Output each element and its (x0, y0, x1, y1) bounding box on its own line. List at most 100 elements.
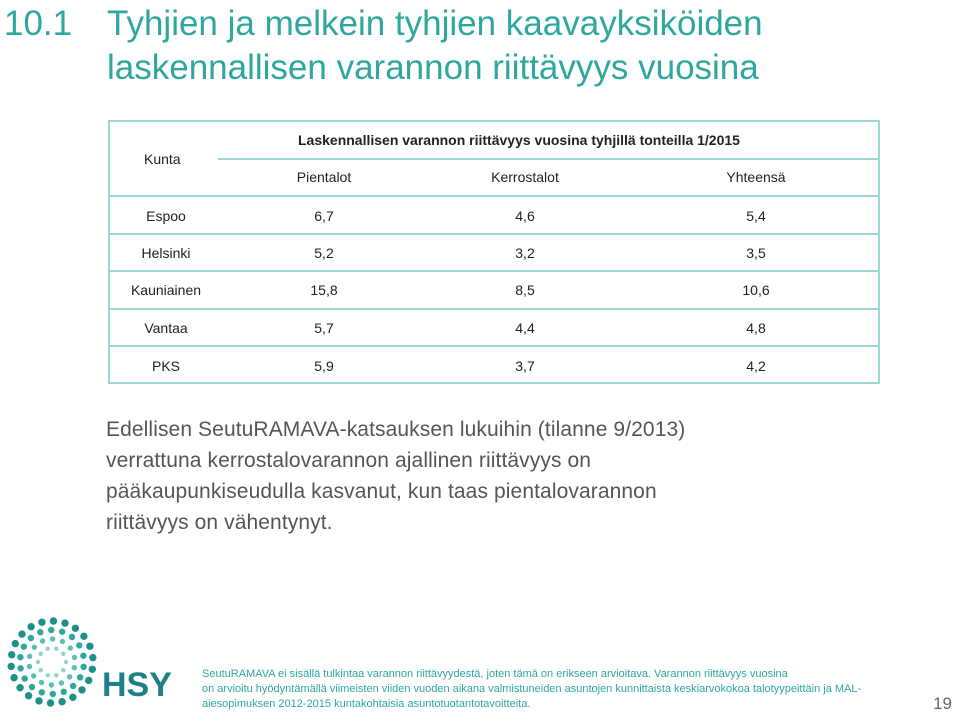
logo-dot (16, 684, 24, 692)
logo-dot (76, 674, 84, 681)
logo-dot (71, 665, 78, 671)
logo-dot (17, 665, 24, 672)
logo-dot (63, 659, 69, 665)
logo-dot (49, 636, 56, 642)
logo-dot (31, 673, 37, 679)
logo-dot (8, 651, 16, 659)
logo-dot (69, 682, 77, 690)
paragraph-line: pääkaupunkiseudulla kasvanut, kun taas p… (106, 480, 657, 503)
row-value: 5,9 (314, 358, 334, 374)
logo-dot (38, 668, 43, 673)
logo-dot (78, 686, 86, 694)
logo-dot (26, 663, 33, 670)
row-kunta: Espoo (146, 208, 186, 224)
section-number: 10.1 (4, 4, 73, 43)
logo-dot (80, 652, 87, 659)
logo-dot (45, 646, 50, 651)
logo-dot (27, 634, 35, 642)
title-line-1: Tyhjien ja melkein tyhjien kaavayksiköid… (107, 4, 763, 43)
logo-dot (46, 699, 55, 707)
logo-dot (38, 689, 45, 696)
paragraph-line: verrattuna kerrostalovarannon ajallinen … (106, 449, 592, 472)
logo-dot (31, 644, 38, 650)
logo-dot (61, 619, 69, 627)
row-value: 4,6 (515, 208, 535, 224)
logo-dot (59, 628, 66, 635)
logo-dot (45, 673, 50, 678)
logo-dot (17, 654, 24, 661)
column-header-yhteensa: Yhteensä (726, 169, 786, 185)
row-value: 5,4 (746, 208, 766, 224)
logo-dot (28, 683, 36, 691)
row-value: 10,6 (742, 282, 770, 298)
row-value: 15,8 (310, 282, 338, 298)
logo-dot (71, 624, 80, 632)
kunta-header: Kunta (144, 151, 181, 167)
logo-dot (58, 680, 65, 686)
row-value: 8,5 (515, 282, 535, 298)
row-kunta: Vantaa (144, 320, 188, 336)
logo-dot (80, 632, 88, 640)
logo-dot (71, 654, 78, 661)
row-value: 3,2 (515, 245, 535, 261)
logo-dot (66, 674, 73, 680)
logo-dot (89, 653, 97, 662)
logo-dot (85, 676, 93, 685)
logo-dot (37, 629, 44, 636)
row-divider (110, 195, 880, 197)
summary-paragraph: Edellisen SeutuRAMAVA-katsauksen lukuihi… (106, 414, 846, 538)
footer-line: SeutuRAMAVA ei sisällä tulkintaa varanno… (202, 668, 788, 680)
row-divider (110, 345, 880, 347)
logo-dot (60, 688, 67, 695)
logo-dot (35, 659, 41, 665)
logo-dot (7, 662, 15, 671)
header-divider (218, 158, 880, 160)
logo-dot (61, 651, 66, 656)
logo-dot (10, 674, 18, 682)
row-value: 5,2 (314, 245, 334, 261)
table-main-header: Laskennallisen varannon riittävyys vuosi… (298, 132, 740, 148)
logo-dot (54, 673, 59, 678)
footer-line: on arvioitu hyödyntämällä viimeisten vii… (202, 683, 862, 695)
logo-dot (20, 643, 28, 650)
row-value: 4,8 (746, 320, 766, 336)
row-kunta: PKS (151, 358, 180, 374)
logo-dot (67, 645, 73, 651)
logo-dot (58, 698, 66, 706)
logo-dot (54, 646, 59, 651)
logo-dot (18, 630, 26, 638)
logo-dot (76, 642, 83, 649)
logo-dot (88, 665, 97, 673)
logo-dot (49, 617, 58, 625)
paragraph-line: Edellisen SeutuRAMAVA-katsauksen lukuihi… (106, 418, 686, 441)
logo-dot (48, 626, 55, 634)
logo-dot (68, 633, 76, 641)
row-value: 5,7 (314, 320, 334, 336)
footer-note: SeutuRAMAVA ei sisällä tulkintaa varanno… (202, 667, 922, 712)
logo-dot (38, 618, 46, 626)
row-value: 3,7 (515, 358, 535, 374)
footer-line: aiesopimuksen 2012-2015 kuntakohtaisia a… (202, 698, 531, 710)
row-kunta: Kauniainen (130, 282, 202, 298)
column-header-pientalot: Pientalot (296, 169, 352, 185)
logo-dot (86, 642, 94, 650)
sufficiency-table: Kunta Laskennallisen varannon riittävyys… (108, 120, 880, 384)
logo-dot (21, 675, 28, 682)
logo-dot (27, 653, 33, 659)
logo-dot (59, 638, 66, 645)
row-divider (110, 308, 880, 310)
title-line-2: laskennallisen varannon riittävyys vuosi… (107, 48, 759, 87)
row-value: 4,4 (515, 320, 535, 336)
logo-dot (24, 692, 33, 700)
row-divider (110, 270, 880, 272)
page-number: 19 (933, 694, 952, 713)
logo-dot (69, 693, 77, 701)
logo-dot (39, 638, 46, 644)
paragraph-line: riittävyys on vähentynyt. (106, 511, 333, 534)
row-divider (110, 233, 880, 235)
logo-dot (80, 663, 87, 670)
hsy-logo: HSY (4, 614, 174, 710)
logo-dot (38, 679, 45, 686)
row-kunta: Helsinki (141, 245, 191, 261)
hsy-logo-text: HSY (102, 666, 172, 704)
